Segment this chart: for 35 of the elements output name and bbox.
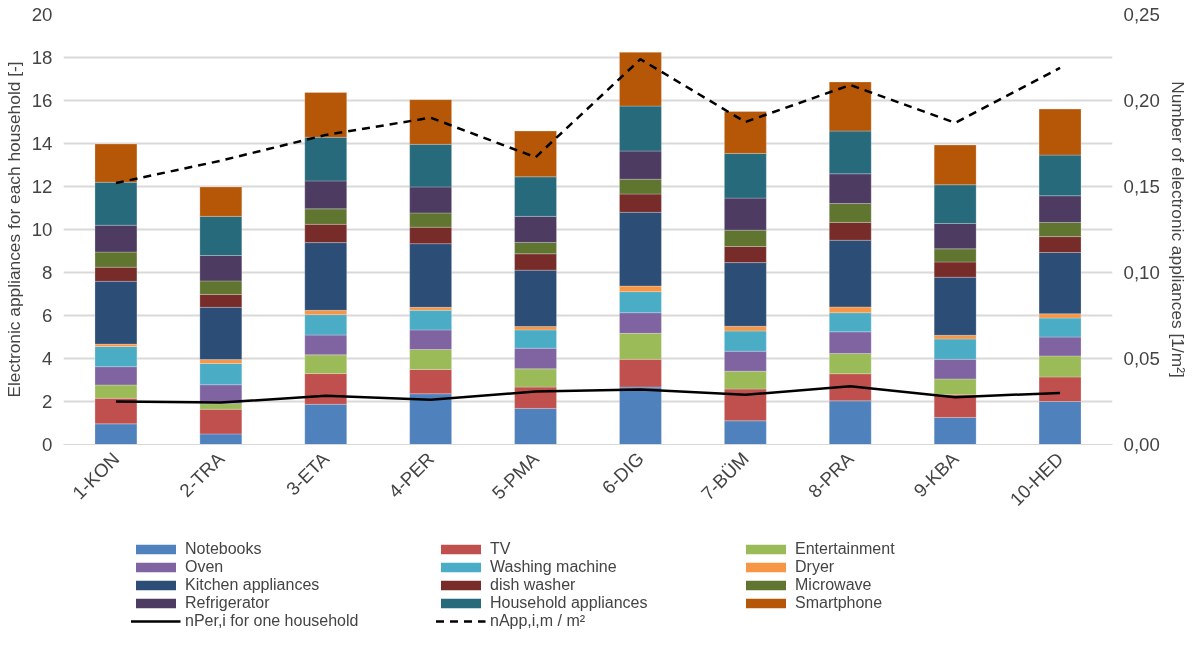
legend-label: Smartphone [795,594,884,612]
y2-tick-label: 0,00 [1123,434,1160,455]
legend-label: Washing machine [490,558,618,576]
legend-label: TV [490,540,512,558]
y2-tick-label: 0,10 [1123,262,1160,283]
legend-label: Entertainment [795,540,896,558]
y-tick-label: 14 [31,133,53,154]
legend-label: nPer,i for one household [185,612,360,630]
y-axis-title: Electronic appliances for each household [-] [3,61,24,398]
line-series [114,385,1062,404]
y-tick-label: 20 [31,4,53,25]
legend-label: Microwave [795,576,873,594]
legend-label: Notebooks [185,540,263,558]
y-tick-label: 4 [42,348,53,369]
y-tick-label: 2 [42,391,53,412]
legend-label: Household appliances [490,594,649,612]
y-tick-label: 12 [31,176,53,197]
y2-tick-label: 0,25 [1123,4,1160,25]
y-tick-label: 10 [31,219,53,240]
legend-label: Refrigerator [185,594,271,612]
y-tick-label: 6 [42,305,53,326]
legend-label: Kitchen appliances [185,576,321,594]
y-tick-label: 8 [42,262,53,283]
y2-tick-label: 0,15 [1123,176,1160,197]
y-tick-label: 16 [31,90,53,111]
legend-label: Dryer [795,558,836,576]
y2-axis-title: Number of electronic appliances [1/m²] [1167,81,1188,378]
y2-tick-label: 0,05 [1123,348,1160,369]
legend-label: Oven [185,558,225,576]
line-series [114,57,1062,185]
legend-label: dish washer [490,576,577,594]
y-tick-label: 18 [31,47,53,68]
legend-label: nApp,i,m / m² [490,612,587,630]
y2-tick-label: 0,20 [1123,90,1160,111]
y-tick-label: 0 [42,434,53,455]
